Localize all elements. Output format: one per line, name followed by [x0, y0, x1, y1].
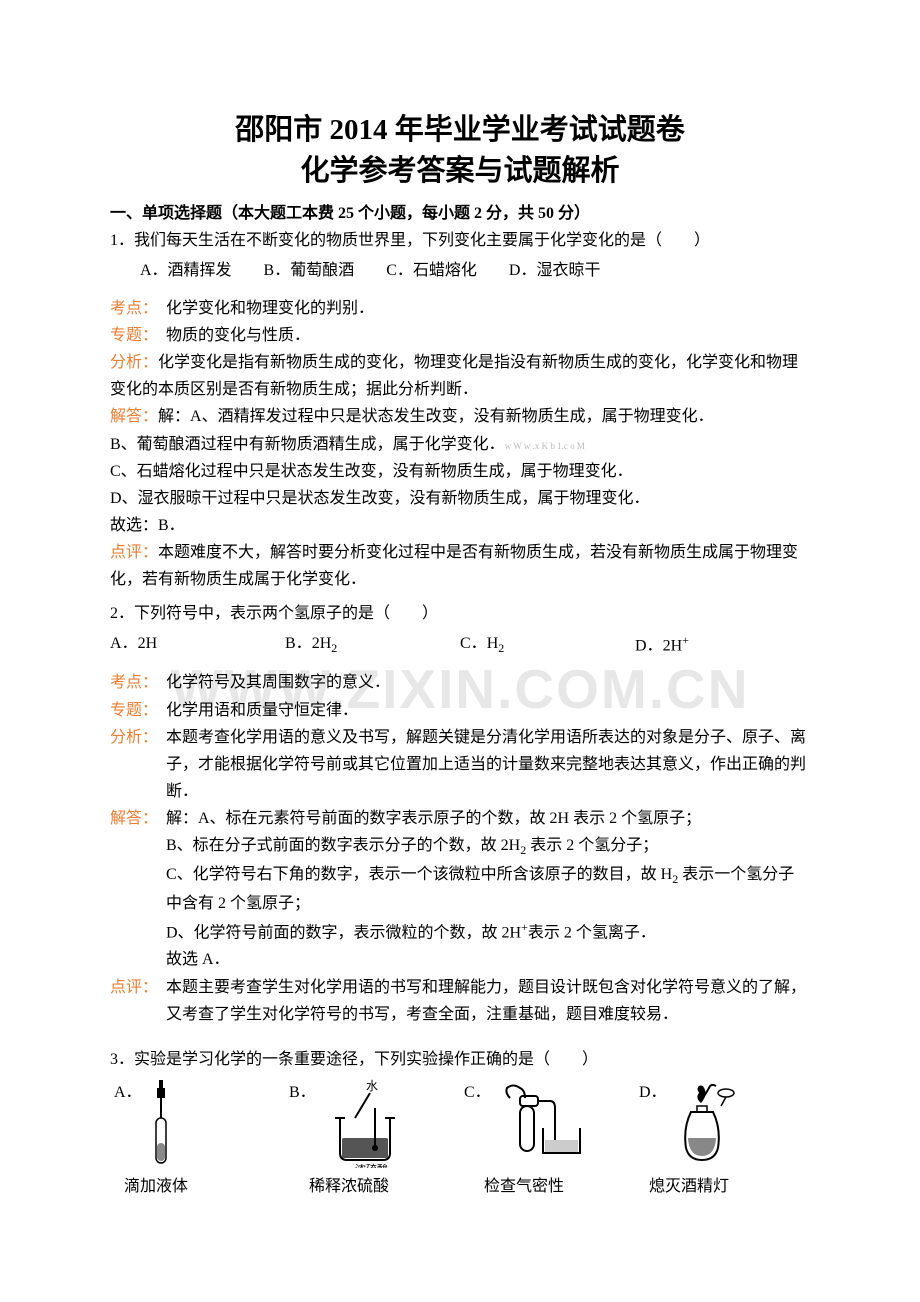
q1-jieda-label: 解答： [110, 408, 158, 425]
q2-optB-pre: B． [285, 635, 312, 652]
q2-jieda-d: D、化学符号前面的数字，表示微粒的个数，故 2H+表示 2 个氢离子． [110, 917, 810, 947]
q2-dianping-label: 点评： [110, 974, 166, 1028]
title-line2: 化学参考答案与试题解析 [300, 155, 619, 187]
q3-capB: 稀释浓硫酸 [285, 1170, 460, 1198]
q1-fenxi: 化学变化是指有新物质生成的变化，物理变化是指没有新物质生成的变化，化学变化和物理… [110, 354, 798, 398]
q2-optD-pre: D． [635, 637, 663, 654]
q2-optC-pre: C． [460, 635, 487, 652]
q2-jieda-a: 解：A、标在元素符号前面的数字表示原子的个数，故 2H 表示 2 个氢原子； [166, 805, 810, 832]
dropper-icon [146, 1078, 176, 1168]
q1-dianping-label: 点评： [110, 544, 158, 561]
q3-text: 3．实验是学习化学的一条重要途径，下列实验操作正确的是（ ） [110, 1046, 810, 1073]
section-header: 一、单项选择题（本大题工本费 25 个小题，每小题 2 分，共 50 分） [110, 199, 810, 223]
q2-kaodian: 化学符号及其周围数字的意义． [166, 669, 810, 696]
page-title: 邵阳市 2014 年毕业学业考试试题卷 化学参考答案与试题解析 [110, 110, 810, 191]
q1-dianping: 本题难度不大，解答时要分析变化过程中是否有新物质生成，若没有新物质生成属于物理变… [110, 544, 798, 588]
q2-jieda-d-post: 表示 2 个氢离子． [528, 924, 656, 941]
q2-optD-sup: + [682, 633, 689, 647]
q1-fenxi-label: 分析： [110, 354, 158, 371]
q1-zhuanti-label: 专题： [110, 322, 166, 349]
q2-jieda-c-pre: C、化学符号右下角的数字，表示一个该微粒中所含该原子的数目，故 H [166, 866, 672, 883]
q1-jieda-c: C、石蜡熔化过程中只是状态发生改变，没有新物质生成，属于物理变化． [110, 458, 810, 485]
q2-jieda-d-pre: D、化学符号前面的数字，表示微粒的个数，故 2H [166, 924, 521, 941]
q1-jieda-a: 解：A、酒精挥发过程中只是状态发生改变，没有新物质生成，属于物理变化． [158, 408, 714, 425]
q2-fenxi-label: 分析： [110, 724, 166, 806]
q2-optB: B．2H2 [285, 630, 460, 660]
q2-optC-val: H [487, 635, 499, 652]
alcohol-lamp-icon [671, 1078, 741, 1168]
q3-b-inline-label: 浓硫酸 [355, 1162, 388, 1168]
q2-optB-sub: 2 [331, 641, 337, 655]
q3-optB-label: B． [289, 1084, 316, 1101]
dilute-acid-icon: 水 浓硫酸 [320, 1078, 410, 1168]
q2-zhuanti-label: 专题： [110, 697, 166, 724]
q3-capB-text: 稀释浓硫酸 [289, 1172, 456, 1196]
q2-optA-pre: A． [110, 635, 138, 652]
q3-capD: 熄灭酒精灯 [635, 1170, 810, 1198]
q2-optA: A．2H [110, 630, 285, 660]
q1-kaodian-label: 考点： [110, 295, 166, 322]
q1-kaodian: 化学变化和物理变化的判别． [166, 295, 810, 322]
q3-options-table: A． B． 水 [110, 1076, 810, 1198]
q1-jieda-b-tiny: w W w .x K b 1.c o M [505, 441, 585, 451]
q1-options: A．酒精挥发 B．葡萄酿酒 C．石蜡熔化 D．湿衣晾干 [110, 257, 810, 284]
q3-capD-text: 熄灭酒精灯 [639, 1172, 806, 1196]
q2-dianping: 本题主要考查学生对化学用语的书写和理解能力，题目设计既包含对化学符号意义的了解，… [166, 974, 810, 1028]
q1-jieda-b: B、葡萄酿酒过程中有新物质酒精生成，属于化学变化． [110, 436, 505, 453]
q3-capA: 滴加液体 [110, 1170, 285, 1198]
q2-jieda-c: C、化学符号右下角的数字，表示一个该微粒中所含该原子的数目，故 H2 表示一个氢… [110, 861, 810, 917]
q2-fenxi: 本题考查化学用语的意义及书写，解题关键是分清化学用语所表达的对象是分子、原子、离… [166, 724, 810, 806]
airtight-icon [495, 1078, 595, 1168]
q2-analysis: 考点： 化学符号及其周围数字的意义． 专题： 化学用语和质量守恒定律． 分析： … [110, 669, 810, 1028]
q2-optD-val: 2H [663, 637, 683, 654]
q1-analysis: 考点： 化学变化和物理变化的判别． 专题： 物质的变化与性质． 分析：化学变化是… [110, 295, 810, 594]
q2-jieda-b: B、标在分子式前面的数字表示分子的个数，故 2H2 表示 2 个氢分子； [110, 832, 810, 861]
q2-zhuanti: 化学用语和质量守恒定律． [166, 697, 810, 724]
q2-jieda-ans: 故选 A． [110, 946, 810, 973]
q3-optC-label: C． [464, 1084, 491, 1101]
q1-text: 1．我们每天生活在不断变化的物质世界里，下列变化主要属于化学变化的是（ ） [110, 227, 810, 254]
title-line1: 邵阳市 2014 年毕业学业考试试题卷 [235, 114, 685, 146]
q2-jieda-d-sup: + [521, 920, 528, 934]
q2-optC-sub: 2 [498, 641, 504, 655]
q2-options: A．2H B．2H2 C．H2 D．2H+ [110, 630, 810, 660]
q3-capA-text: 滴加液体 [114, 1172, 281, 1196]
q2-optC: C．H2 [460, 630, 635, 660]
q1-jieda-d: D、湿衣服晾干过程中只是状态发生改变，没有新物质生成，属于物理变化． [110, 485, 810, 512]
q3-optA-label: A． [114, 1084, 142, 1101]
q2-optA-val: 2H [138, 635, 158, 652]
q2-optD: D．2H+ [635, 630, 810, 660]
q3-optD-label: D． [639, 1084, 667, 1101]
q1-zhuanti: 物质的变化与性质． [166, 322, 810, 349]
q2-jieda-b-post: 表示 2 个氢分子； [526, 837, 658, 854]
q3-capC: 检查气密性 [460, 1170, 635, 1198]
q1-jieda-ans: 故选：B． [110, 512, 810, 539]
q2-text: 2．下列符号中，表示两个氢原子的是（ ） [110, 600, 810, 627]
svg-text:水: 水 [366, 1079, 378, 1093]
q2-optB-val: 2H [312, 635, 332, 652]
q2-jieda-b-pre: B、标在分子式前面的数字表示分子的个数，故 2H [166, 837, 520, 854]
q3-capC-text: 检查气密性 [464, 1172, 631, 1196]
q2-kaodian-label: 考点： [110, 669, 166, 696]
q2-jieda-label: 解答： [110, 805, 166, 832]
